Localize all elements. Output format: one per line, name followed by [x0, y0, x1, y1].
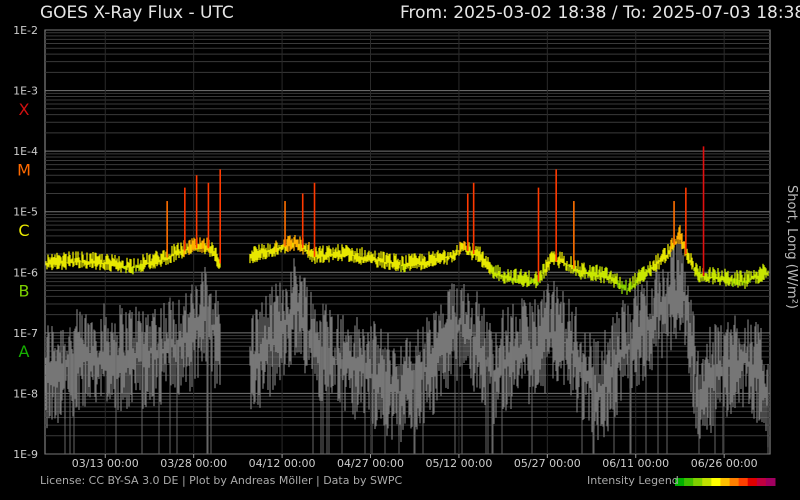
chart-title: GOES X-Ray Flux - UTC	[40, 3, 234, 23]
legend-swatch	[693, 478, 703, 486]
y-tick-label: 1E-7	[13, 327, 38, 340]
class-label-b: B	[19, 282, 30, 301]
y-tick-label: 1E-8	[13, 387, 38, 400]
short-series	[45, 235, 769, 454]
vertical-gridlines	[104, 30, 725, 454]
legend-swatch	[738, 478, 749, 486]
class-label-m: M	[17, 160, 31, 179]
legend-swatch	[720, 478, 731, 486]
x-tick-label: 03/28 00:00	[160, 457, 227, 470]
flare-class-labels: X M C B A	[17, 100, 31, 361]
x-tick-label: 05/12 00:00	[425, 457, 492, 470]
flare-spikes	[166, 146, 705, 282]
legend-swatch	[729, 478, 740, 486]
y-tick-label: 1E-9	[13, 448, 38, 461]
y-tick-label: 1E-5	[13, 206, 38, 219]
x-tick-label: 05/27 00:00	[514, 457, 581, 470]
credits: License: CC BY-SA 3.0 DE | Plot by Andre…	[40, 474, 403, 487]
legend-swatch	[711, 478, 721, 486]
legend-swatch	[675, 478, 685, 486]
y-axis-label: Short, Long (W/m²)	[784, 185, 799, 309]
x-tick-label: 06/11 00:00	[602, 457, 669, 470]
time-range: From: 2025-03-02 18:38 / To: 2025-07-03 …	[400, 3, 800, 23]
legend-swatch	[747, 478, 758, 486]
x-tick-label: 04/12 00:00	[249, 457, 316, 470]
intensity-legend-label: Intensity Legend	[587, 474, 679, 487]
legend-swatch	[756, 478, 767, 486]
y-tick-label: 1E-6	[13, 266, 38, 279]
legend-swatch	[684, 478, 694, 486]
x-tick-label: 03/13 00:00	[72, 457, 139, 470]
y-axis-ticks: 1E-9 1E-8 1E-7 1E-6 1E-5 1E-4 1E-3 1E-2	[13, 24, 38, 461]
y-tick-label: 1E-2	[13, 24, 38, 37]
x-tick-label: 04/27 00:00	[337, 457, 404, 470]
x-tick-label: 06/26 00:00	[691, 457, 758, 470]
y-tick-label: 1E-3	[13, 85, 38, 98]
intensity-legend-bar	[675, 478, 776, 486]
class-label-x: X	[19, 100, 30, 119]
long-series	[45, 225, 769, 295]
class-label-a: A	[19, 342, 30, 361]
legend-swatch	[765, 478, 776, 486]
y-tick-label: 1E-4	[13, 145, 38, 158]
x-axis-ticks: 03/13 00:00 03/28 00:00 04/12 00:00 04/27 0…	[72, 454, 758, 470]
legend-swatch	[702, 478, 712, 486]
class-label-c: C	[18, 221, 29, 240]
